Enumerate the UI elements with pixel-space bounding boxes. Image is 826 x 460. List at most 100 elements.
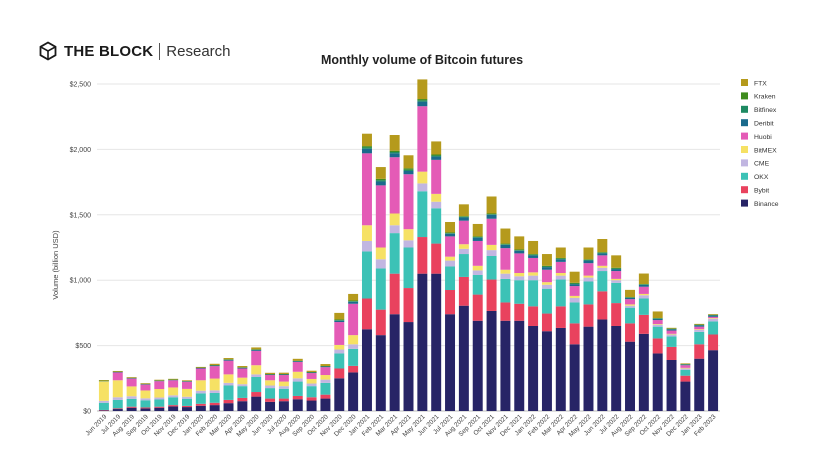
- bars: [98, 79, 719, 411]
- bar-segment-ftx: [458, 204, 469, 217]
- bar-segment-huobi: [611, 271, 622, 279]
- bar-segment-cme: [638, 295, 649, 299]
- bar-segment-binance: [320, 398, 331, 411]
- bar-segment-ftx: [209, 363, 220, 366]
- bar-segment-okx: [486, 256, 497, 280]
- bar-segment-bybit: [666, 346, 677, 360]
- bar-segment-okx: [223, 385, 234, 400]
- bar-segment-kraken: [334, 319, 345, 321]
- bar-segment-bitmex: [458, 244, 469, 249]
- bar-segment-bybit: [223, 399, 234, 404]
- bar-segment-kraken: [375, 178, 386, 181]
- bar-segment-deribit: [666, 329, 677, 331]
- bar-segment-huobi: [168, 380, 179, 388]
- legend-swatch: [741, 119, 748, 127]
- bar-segment-bybit: [528, 306, 539, 326]
- bar-segment-bitmex: [445, 256, 456, 261]
- bar-segment-okx: [182, 398, 192, 406]
- bar-segment-deribit: [625, 297, 635, 300]
- bar-segment-ftx: [680, 363, 691, 365]
- bar-segment-cme: [237, 384, 248, 387]
- y-tick-label: $1,500: [70, 212, 92, 219]
- bar-segment-cme: [126, 396, 137, 399]
- bar-segment-ftx: [112, 370, 123, 372]
- legend-label: Deribit: [754, 121, 774, 128]
- bar-segment-kraken: [611, 267, 622, 269]
- bar-segment-bybit: [500, 302, 511, 321]
- legend-swatch: [741, 105, 748, 113]
- bar-segment-ftx: [195, 366, 206, 368]
- bar-segment-bitfinex: [389, 152, 400, 154]
- bar-segment-cme: [320, 379, 331, 383]
- bar-segment-bybit: [431, 243, 442, 274]
- bar-segment-bitmex: [237, 377, 248, 385]
- bar-segment-binance: [361, 329, 372, 411]
- bar-segment-huobi: [375, 185, 386, 248]
- bar-segment-bitfinex: [555, 258, 566, 260]
- bar-segment-kraken: [597, 252, 608, 253]
- bar-segment-bitfinex: [583, 259, 594, 261]
- brand: THE BLOCK Research: [38, 40, 231, 62]
- bar-segment-bitmex: [597, 265, 608, 268]
- bar-segment-ftx: [708, 314, 719, 315]
- bar-segment-bitmex: [348, 335, 359, 345]
- bar-segment-cme: [292, 378, 303, 382]
- bar-segment-okx: [417, 191, 428, 238]
- bar-segment-cme: [528, 275, 539, 281]
- y-axis-label: Volume (billion USD): [51, 230, 60, 300]
- bar-segment-bitmex: [528, 272, 539, 276]
- legend-swatch: [741, 186, 748, 194]
- bar-segment-ftx: [597, 238, 608, 253]
- bar-segment-huobi: [528, 257, 539, 273]
- bar-segment-huobi: [278, 375, 289, 382]
- bar-segment-okx: [265, 388, 276, 399]
- bar-segment-binance: [334, 378, 345, 411]
- bar-segment-ftx: [154, 379, 165, 381]
- bar-segment-bitmex: [140, 390, 151, 399]
- bar-segment-huobi: [140, 384, 151, 391]
- bar-segment-binance: [348, 372, 359, 411]
- legend-item-huobi: Huobi: [741, 132, 772, 141]
- bar-segment-bitfinex: [445, 233, 456, 234]
- bar-segment-huobi: [334, 322, 345, 345]
- bar-segment-binance: [403, 322, 414, 411]
- bar-segment-bitmex: [195, 380, 206, 391]
- bar-segment-bitmex: [555, 273, 566, 276]
- bar-segment-bitmex: [112, 380, 123, 398]
- bar-segment-ftx: [251, 347, 262, 350]
- bar-segment-ftx: [389, 135, 400, 151]
- legend-item-kraken: Kraken: [741, 92, 776, 101]
- bar-segment-deribit: [445, 233, 456, 237]
- bar-segment-deribit: [514, 250, 525, 254]
- bar-segment-bitfinex: [334, 320, 345, 321]
- bar-segment-ftx: [625, 289, 635, 298]
- bar-segment-okx: [528, 280, 539, 307]
- bar-segment-bitfinex: [431, 155, 442, 157]
- bar-segment-huobi: [625, 299, 635, 305]
- bar-segment-cme: [472, 270, 483, 275]
- bar-segment-binance: [514, 320, 525, 411]
- bar-segment-bitmex: [652, 324, 663, 325]
- bar-segment-bybit: [403, 288, 414, 323]
- bar-segment-binance: [708, 350, 719, 411]
- bar-segment-okx: [375, 268, 386, 310]
- bar-segment-ftx: [126, 377, 137, 378]
- bar-segment-cme: [182, 396, 192, 399]
- bar-segment-ftx: [223, 358, 234, 360]
- bar-segment-okx: [694, 331, 705, 345]
- bar-segment-binance: [611, 325, 622, 411]
- bar-segment-bybit: [182, 405, 192, 408]
- bar-segment-bitmex: [486, 244, 497, 251]
- bar-segment-cme: [625, 305, 635, 308]
- bar-segment-deribit: [389, 153, 400, 158]
- bar-segment-huobi: [361, 153, 372, 226]
- bar-segment-deribit: [555, 259, 566, 262]
- bar-segment-binance: [182, 407, 192, 411]
- bar-segment-huobi: [306, 373, 317, 379]
- bar-segment-cme: [445, 260, 456, 267]
- bar-segment-okx: [195, 393, 206, 404]
- bar-segment-bitfinex: [597, 252, 608, 254]
- bar-segment-bybit: [445, 290, 456, 315]
- the-block-cube-icon: [39, 41, 57, 61]
